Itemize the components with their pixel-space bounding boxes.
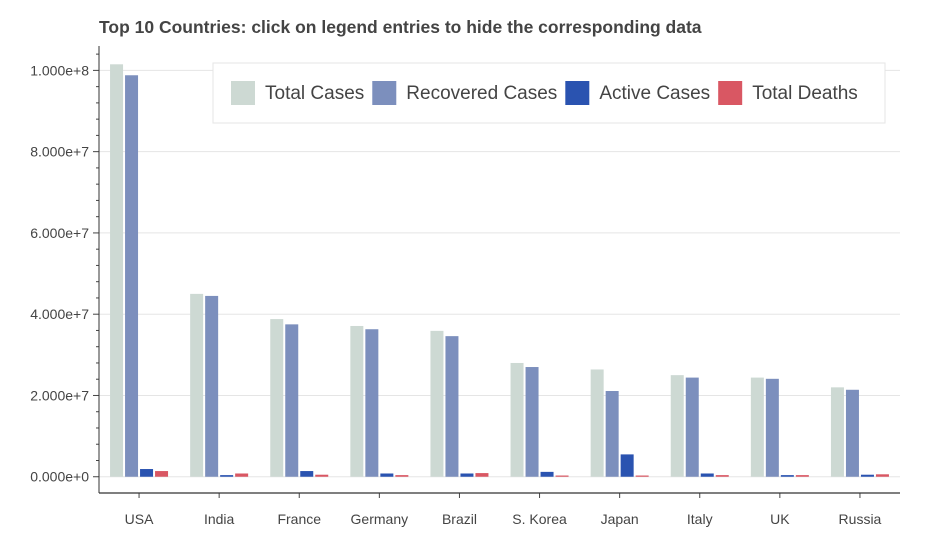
bar-active-cases-brazil bbox=[460, 473, 474, 477]
bar-total-deaths-italy bbox=[715, 475, 729, 477]
bar-total-cases-russia bbox=[830, 387, 844, 477]
bar-recovered-cases-s-korea bbox=[525, 367, 539, 477]
legend-swatch bbox=[372, 81, 397, 105]
bar-total-deaths-russia bbox=[875, 474, 889, 477]
bar-recovered-cases-germany bbox=[365, 329, 379, 477]
x-tick-label: Germany bbox=[351, 511, 409, 527]
y-tick-label: 2.000e+7 bbox=[30, 387, 89, 403]
bar-total-cases-india bbox=[190, 293, 204, 477]
y-tick-label: 6.000e+7 bbox=[30, 225, 89, 241]
bar-recovered-cases-uk bbox=[765, 378, 779, 477]
bar-total-cases-s-korea bbox=[510, 362, 524, 477]
bar-active-cases-india bbox=[220, 475, 234, 477]
bar-total-cases-italy bbox=[670, 375, 684, 477]
bar-recovered-cases-japan bbox=[605, 391, 619, 477]
bars bbox=[110, 64, 889, 477]
bar-active-cases-germany bbox=[380, 473, 394, 477]
bar-total-deaths-usa bbox=[155, 471, 169, 477]
bar-total-deaths-france bbox=[315, 474, 329, 477]
bar-total-deaths-japan bbox=[635, 475, 649, 477]
x-tick-label: S. Korea bbox=[512, 511, 567, 527]
legend-label: Total Deaths bbox=[752, 83, 858, 104]
legend-item-active-cases[interactable]: Active Cases bbox=[565, 81, 710, 105]
bar-total-deaths-s-korea bbox=[555, 475, 569, 477]
bar-total-deaths-india bbox=[235, 473, 249, 477]
bar-active-cases-japan bbox=[620, 454, 634, 477]
bar-recovered-cases-italy bbox=[685, 377, 699, 477]
bar-active-cases-russia bbox=[860, 474, 874, 477]
y-tick-label: 8.000e+7 bbox=[30, 144, 89, 160]
legend-swatch bbox=[231, 81, 255, 105]
bar-active-cases-usa bbox=[140, 469, 154, 477]
bar-total-deaths-uk bbox=[795, 475, 809, 477]
bar-total-cases-japan bbox=[590, 369, 604, 477]
grid-lines bbox=[99, 69, 900, 478]
x-tick-label: Russia bbox=[839, 511, 882, 527]
legend-box bbox=[212, 62, 886, 124]
bar-active-cases-s-korea bbox=[540, 471, 554, 477]
y-tick-label: 0.000e+0 bbox=[30, 469, 89, 485]
x-tick-label: India bbox=[204, 511, 235, 527]
x-tick-label: Italy bbox=[687, 511, 713, 527]
bar-total-cases-usa bbox=[110, 64, 124, 477]
legend-label: Active Cases bbox=[599, 83, 710, 104]
x-tick-label: France bbox=[277, 511, 321, 527]
bar-total-deaths-brazil bbox=[475, 473, 489, 477]
legend-item-recovered-cases[interactable]: Recovered Cases bbox=[372, 81, 557, 105]
bar-active-cases-uk bbox=[780, 475, 794, 477]
legend: Total Cases Recovered Cases Active Cases To… bbox=[212, 62, 886, 124]
bar-recovered-cases-india bbox=[205, 295, 219, 477]
legend-item-total-deaths[interactable]: Total Deaths bbox=[718, 81, 858, 105]
bar-total-deaths-germany bbox=[395, 475, 409, 477]
bar-recovered-cases-russia bbox=[845, 389, 859, 477]
bar-active-cases-france bbox=[300, 471, 314, 477]
bar-recovered-cases-usa bbox=[125, 75, 139, 477]
bar-active-cases-italy bbox=[700, 473, 714, 477]
bar-total-cases-germany bbox=[350, 325, 364, 477]
bar-total-cases-brazil bbox=[430, 330, 444, 477]
axes: 0.000e+0 2.000e+7 4.000e+7 6.000e+7 8.000e+7… bbox=[30, 46, 900, 527]
legend-swatch bbox=[565, 81, 590, 105]
x-tick-label: Japan bbox=[601, 511, 639, 527]
y-tick-label: 1.000e+8 bbox=[30, 62, 89, 78]
legend-item-total-cases[interactable]: Total Cases bbox=[231, 81, 364, 105]
bar-recovered-cases-france bbox=[285, 324, 299, 477]
legend-label: Total Cases bbox=[265, 83, 364, 104]
x-tick-label: Brazil bbox=[442, 511, 477, 527]
chart-title: Top 10 Countries: click on legend entrie… bbox=[99, 17, 702, 37]
legend-label: Recovered Cases bbox=[406, 83, 557, 104]
y-tick-label: 4.000e+7 bbox=[30, 306, 89, 322]
bar-total-cases-france bbox=[270, 319, 284, 477]
bar-total-cases-uk bbox=[750, 377, 764, 477]
legend-swatch bbox=[718, 81, 743, 105]
bar-recovered-cases-brazil bbox=[445, 336, 459, 477]
x-tick-label: USA bbox=[125, 511, 154, 527]
x-tick-label: UK bbox=[770, 511, 790, 527]
